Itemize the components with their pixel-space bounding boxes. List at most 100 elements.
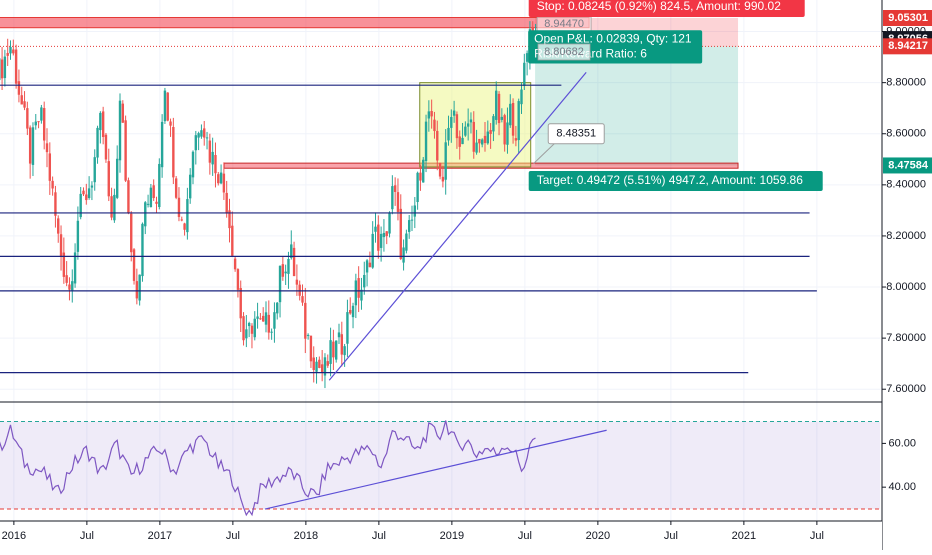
candle-body xyxy=(51,181,53,189)
time-tick-label: 2017 xyxy=(148,530,172,542)
candle-body xyxy=(383,233,385,237)
candle-body xyxy=(256,316,258,318)
price-tag-label: 9.05301 xyxy=(888,12,928,24)
candle-body xyxy=(439,163,441,177)
candle-body xyxy=(467,123,469,126)
candle-body xyxy=(237,269,239,290)
candle-body xyxy=(377,225,379,251)
candle-body xyxy=(307,335,309,336)
candle-body xyxy=(400,209,402,259)
candle-body xyxy=(119,101,121,161)
price-tag-label: 8.94217 xyxy=(888,40,928,52)
candle-body xyxy=(520,89,522,104)
candle-body xyxy=(161,122,163,167)
time-tick-label: Jul xyxy=(518,530,532,542)
candle-body xyxy=(512,103,514,136)
candle-body xyxy=(487,132,489,144)
candle-body xyxy=(422,160,424,183)
candle-body xyxy=(425,122,427,161)
candle-body xyxy=(102,111,104,137)
candle-body xyxy=(478,139,480,143)
candle-body xyxy=(517,101,519,140)
candle-body xyxy=(181,219,183,220)
candle-body xyxy=(335,341,337,360)
candle-body xyxy=(343,346,345,355)
candle-body xyxy=(186,199,188,232)
candle-body xyxy=(346,312,348,344)
candle-body xyxy=(442,177,444,182)
candle-body xyxy=(349,310,351,313)
price-tick-label: 8.20000 xyxy=(886,230,926,242)
candle-body xyxy=(203,128,205,137)
candle-body xyxy=(357,278,359,298)
candle-body xyxy=(475,143,477,153)
candle-body xyxy=(242,316,244,340)
target-label: Target: 0.49472 (5.51%) 4947.2, Amount: … xyxy=(537,173,804,187)
candle-body xyxy=(110,196,112,217)
rsi-tick-label: 60.00 xyxy=(888,437,916,449)
candle-body xyxy=(352,306,354,317)
candle-body xyxy=(492,116,494,131)
candle-body xyxy=(270,332,272,333)
candle-body xyxy=(124,120,126,180)
candle-body xyxy=(411,220,413,221)
position-reward-area[interactable] xyxy=(535,46,738,165)
candle-body xyxy=(192,152,194,178)
candle-body xyxy=(313,358,315,370)
candle-body xyxy=(509,104,511,125)
candle-body xyxy=(136,281,138,298)
candle-body xyxy=(96,128,98,158)
candle-body xyxy=(498,94,500,123)
candle-body xyxy=(245,329,247,338)
candle-body xyxy=(380,234,382,248)
price-tick-label: 8.40000 xyxy=(886,179,926,191)
time-tick-label: Jul xyxy=(80,530,94,542)
time-tick-label: Jul xyxy=(226,530,240,542)
faded-price-label: 8.80682 xyxy=(544,46,584,58)
candle-body xyxy=(433,120,435,131)
candle-body xyxy=(108,161,110,196)
candle-body xyxy=(447,128,449,140)
resistance-zone[interactable] xyxy=(0,17,589,27)
candle-body xyxy=(310,336,312,362)
candle-body xyxy=(200,130,202,136)
candle-body xyxy=(279,266,281,302)
candle-body xyxy=(363,275,365,287)
candle-body xyxy=(301,296,303,303)
candle-body xyxy=(138,275,140,301)
candle-body xyxy=(240,288,242,318)
candle-body xyxy=(122,104,124,123)
price-tick-label: 7.80000 xyxy=(886,332,926,344)
candle-body xyxy=(265,312,267,324)
candle-body xyxy=(49,153,51,180)
candle-body xyxy=(304,303,306,339)
candle-body xyxy=(54,192,56,215)
candle-body xyxy=(453,111,455,116)
candle-body xyxy=(408,220,410,232)
candle-body xyxy=(183,223,185,229)
rsi-tick-label: 40.00 xyxy=(888,481,916,493)
candle-body xyxy=(88,188,90,198)
candle-body xyxy=(327,361,329,366)
candle-body xyxy=(481,140,483,145)
candle-body xyxy=(248,323,250,326)
candle-body xyxy=(147,204,149,205)
candle-body xyxy=(99,113,101,130)
candle-body xyxy=(456,114,458,138)
candle-body xyxy=(225,193,227,214)
candle-body xyxy=(268,315,270,333)
candle-body xyxy=(105,135,107,160)
price-tag-label: 8.47584 xyxy=(888,159,929,171)
candle-body xyxy=(195,135,197,150)
faded-price-label: 8.94470 xyxy=(544,18,584,30)
candle-body xyxy=(29,128,31,164)
candle-body xyxy=(461,138,463,144)
candle-body xyxy=(436,131,438,161)
candle-body xyxy=(37,121,39,122)
candle-body xyxy=(26,108,28,128)
candle-body xyxy=(141,224,143,276)
candle-body xyxy=(217,174,219,183)
candle-body xyxy=(405,234,407,251)
candle-body xyxy=(298,285,300,296)
